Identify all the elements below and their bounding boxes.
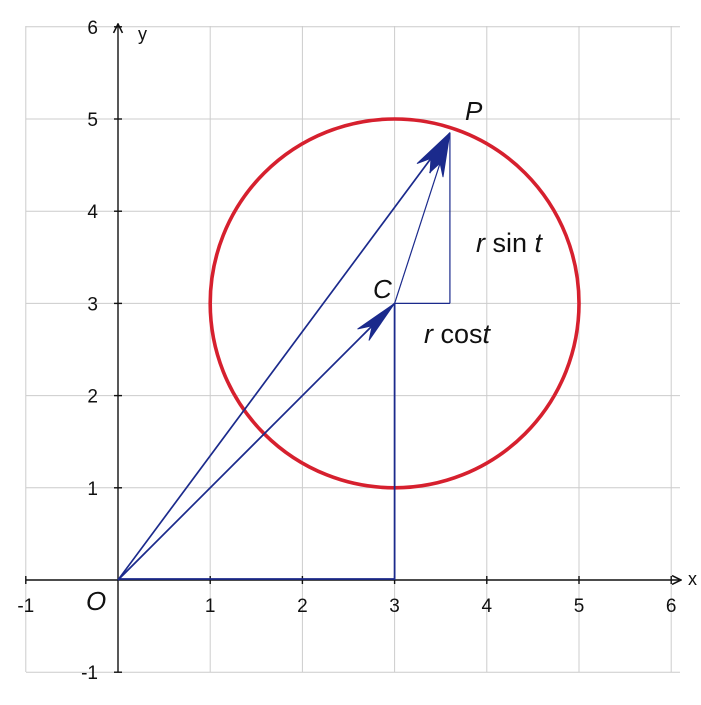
r-sin-t-label: r sin t: [476, 228, 544, 258]
y-tick-label: 6: [87, 18, 98, 39]
origin-label: O: [86, 586, 106, 616]
y-tick-label: 4: [87, 202, 98, 223]
r-cos-t-label: r cost: [424, 319, 492, 349]
y-tick-label: 5: [87, 110, 98, 131]
construction-lines: [118, 132, 451, 580]
r-cos-t-t: t: [483, 319, 492, 349]
y-tick-label: -1: [81, 663, 98, 684]
point-label: P: [465, 96, 483, 126]
y-axis: y: [118, 24, 147, 672]
center-label: C: [373, 274, 392, 304]
vector-oc-line: [117, 302, 396, 581]
x-tick-labels: -1 1 2 3 4 5 6: [17, 576, 676, 617]
vector-cp-arrowhead: [429, 132, 451, 178]
r-cos-t-r: r: [424, 319, 434, 349]
y-tick-label: 2: [87, 387, 98, 408]
x-tick-label: 6: [666, 596, 677, 617]
r-sin-t-fn: sin: [485, 228, 535, 258]
x-tick-label: 3: [389, 596, 400, 617]
y-tick-label: 3: [87, 294, 98, 315]
y-axis-label: y: [138, 24, 147, 44]
r-cos-t-fn: cos: [433, 319, 483, 349]
x-tick-label: -1: [17, 596, 34, 617]
x-axis-label: x: [688, 569, 697, 589]
vector-oc-arrowhead: [357, 302, 396, 341]
y-tick-label: 1: [87, 479, 98, 500]
vector-op-line: [117, 132, 451, 581]
y-tick-labels: 6 5 4 3 2 1 -1: [81, 18, 122, 684]
vector-oc: [117, 302, 396, 581]
vector-op: [117, 132, 451, 581]
x-tick-label: 5: [574, 596, 585, 617]
x-tick-label: 1: [205, 596, 216, 617]
vector-cp: [394, 132, 451, 304]
r-sin-t-t: t: [535, 228, 544, 258]
r-sin-t-r: r: [476, 228, 486, 258]
x-axis: x: [26, 569, 697, 589]
x-tick-label: 4: [482, 596, 493, 617]
x-tick-label: 2: [297, 596, 308, 617]
